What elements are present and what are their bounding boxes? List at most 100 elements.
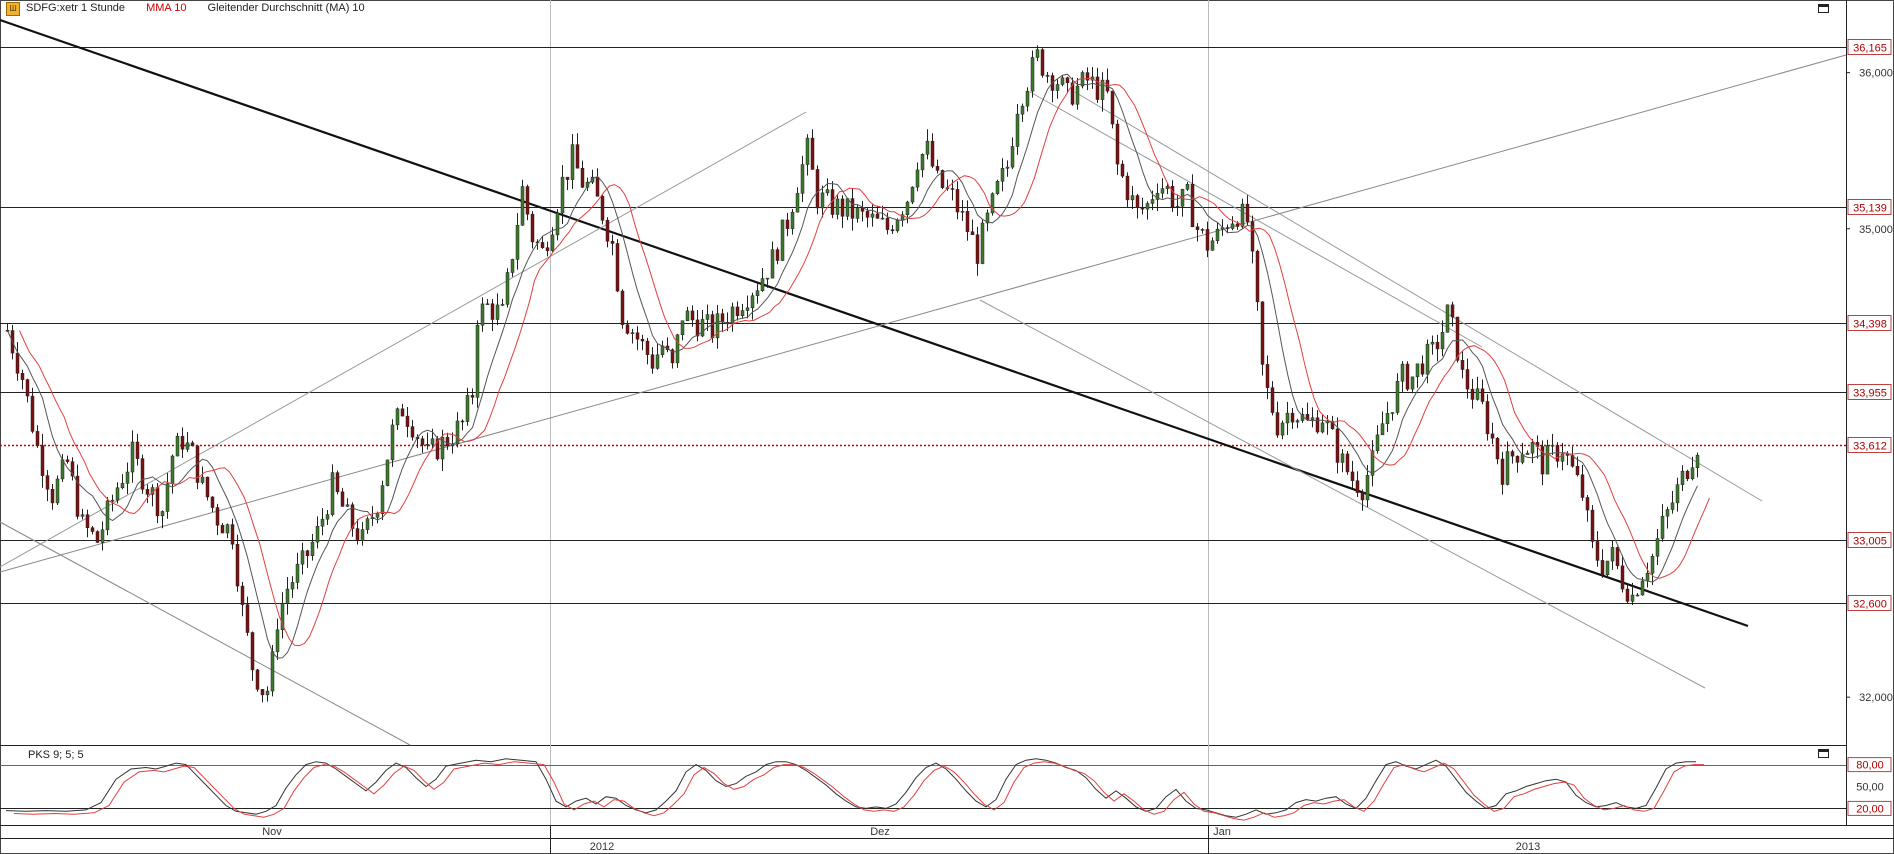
candle-body bbox=[1395, 380, 1400, 413]
candle-body bbox=[750, 295, 755, 309]
candle-body bbox=[470, 395, 475, 398]
candle-body bbox=[800, 164, 805, 194]
candle-body bbox=[420, 438, 425, 446]
candle-body bbox=[390, 424, 395, 461]
candle-body bbox=[775, 249, 780, 261]
candle-body bbox=[280, 603, 285, 631]
candle-body bbox=[530, 213, 535, 243]
candle-body bbox=[1165, 186, 1170, 189]
level-label-box bbox=[1847, 199, 1892, 215]
month-label: Jan bbox=[1213, 826, 1231, 838]
candle-body bbox=[265, 690, 270, 696]
symbol-selector[interactable]: SDFG:xetr 1 Stunde bbox=[26, 2, 126, 14]
candle-body bbox=[1250, 221, 1255, 252]
candle-body bbox=[1195, 226, 1200, 230]
candle-body bbox=[1585, 497, 1590, 511]
candle-body bbox=[850, 198, 855, 219]
candle-body bbox=[1640, 580, 1645, 596]
candle-body bbox=[640, 338, 645, 342]
osc-tick-label: 80,00 bbox=[1856, 760, 1884, 772]
year-label: 2013 bbox=[1516, 841, 1540, 853]
candle-body bbox=[395, 408, 400, 426]
candle-body bbox=[1235, 223, 1240, 227]
candle-body bbox=[1595, 541, 1600, 561]
candle-body bbox=[635, 332, 640, 340]
candle-body bbox=[1230, 223, 1235, 229]
candle-body bbox=[835, 198, 840, 215]
candle-body bbox=[105, 500, 110, 531]
candle-body bbox=[840, 198, 845, 217]
candle-body bbox=[480, 303, 485, 326]
candle-body bbox=[940, 170, 945, 188]
candle-body bbox=[455, 420, 460, 445]
candle-body bbox=[910, 186, 915, 203]
osc-label-box bbox=[1847, 800, 1892, 816]
candle-body bbox=[1465, 369, 1470, 390]
candle-body bbox=[310, 541, 315, 556]
candle-body bbox=[880, 217, 885, 220]
candle-body bbox=[460, 420, 465, 423]
candle-body bbox=[1410, 376, 1415, 390]
candle-body bbox=[400, 408, 405, 417]
candle-body bbox=[1265, 364, 1270, 388]
maximize-main-pane-icon[interactable] bbox=[1818, 4, 1829, 13]
indicator-mma-selector[interactable]: MMA 10 bbox=[146, 2, 187, 14]
candle-body bbox=[80, 514, 85, 517]
candle-body bbox=[1430, 341, 1435, 345]
level-label-box bbox=[1847, 595, 1892, 611]
candle-body bbox=[1320, 422, 1325, 433]
trendline bbox=[1074, 91, 1763, 502]
candle-body bbox=[375, 513, 380, 518]
level-label: 35,139 bbox=[1853, 203, 1887, 215]
candle-body bbox=[1635, 594, 1640, 597]
candle-body bbox=[1445, 304, 1450, 333]
candle-body bbox=[930, 140, 935, 167]
candle-body bbox=[1285, 412, 1290, 424]
maximize-oscillator-pane-icon[interactable] bbox=[1818, 749, 1829, 758]
candle-body bbox=[955, 189, 960, 213]
candle-body bbox=[1530, 442, 1535, 454]
indicator-ma-selector[interactable]: Gleitender Durchschnitt (MA) 10 bbox=[207, 2, 365, 14]
app-logo-icon: Ш bbox=[6, 2, 20, 16]
candle-body bbox=[1040, 49, 1045, 76]
candle-body bbox=[90, 527, 95, 532]
oscillator-selector[interactable]: PKS 9; 5; 5 bbox=[28, 749, 84, 761]
candle-body bbox=[650, 354, 655, 369]
candle-body bbox=[820, 192, 825, 209]
trendline bbox=[979, 299, 1706, 689]
candle-body bbox=[885, 217, 890, 230]
candle-body bbox=[155, 487, 160, 517]
candle-body bbox=[365, 518, 370, 530]
candle-body bbox=[660, 345, 665, 356]
level-label: 34,398 bbox=[1853, 319, 1887, 331]
trendline bbox=[1029, 91, 1483, 348]
candle-body bbox=[1545, 445, 1550, 475]
candle-body bbox=[1385, 413, 1390, 424]
candle-body bbox=[350, 504, 355, 529]
candle-body bbox=[1580, 474, 1585, 498]
candle-body bbox=[1665, 509, 1670, 517]
candle-body bbox=[85, 514, 90, 528]
candle-body bbox=[75, 475, 80, 517]
candle-body bbox=[565, 176, 570, 180]
candle-body bbox=[1055, 84, 1060, 91]
month-label: Nov bbox=[262, 826, 282, 838]
candle-body bbox=[510, 259, 515, 273]
candle-body bbox=[1255, 250, 1260, 303]
candle-body bbox=[630, 332, 635, 334]
candle-body bbox=[1095, 76, 1100, 100]
candle-body bbox=[995, 181, 1000, 194]
candle-body bbox=[345, 504, 350, 507]
candle-body bbox=[1670, 502, 1675, 510]
candle-body bbox=[405, 415, 410, 427]
candle-body bbox=[1630, 594, 1635, 602]
candle-body bbox=[1625, 588, 1630, 602]
candle-body bbox=[1190, 183, 1195, 228]
candle-body bbox=[50, 488, 55, 504]
level-label-box bbox=[1847, 384, 1892, 400]
candle-body bbox=[575, 144, 580, 169]
candle-body bbox=[675, 334, 680, 364]
candle-body bbox=[1500, 458, 1505, 485]
candle-body bbox=[1685, 470, 1690, 480]
